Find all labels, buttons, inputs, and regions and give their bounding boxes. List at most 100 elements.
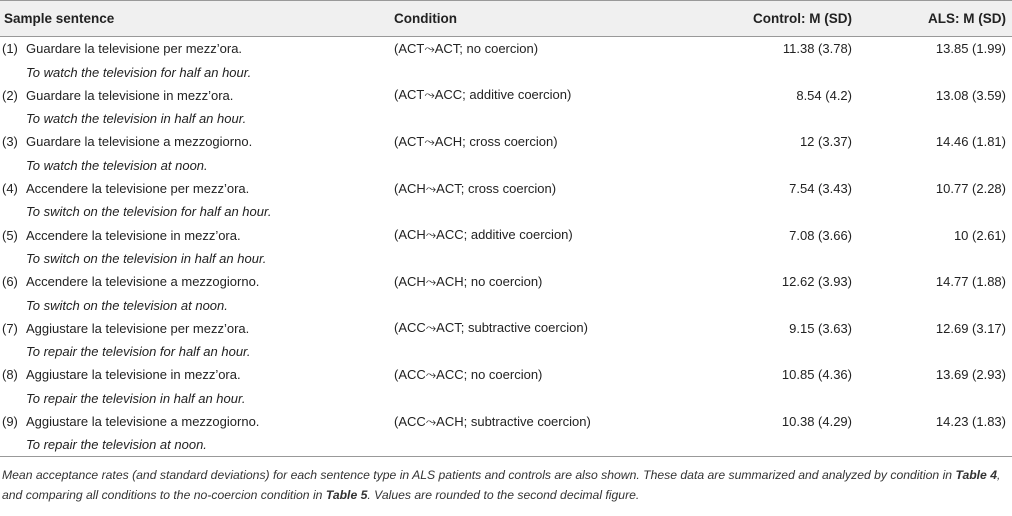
control-value: 7.08 (3.66) xyxy=(789,227,852,243)
sentence-translation: To repair the television for half an hou… xyxy=(26,344,251,360)
condition-cell: (ACC⤳ACH; subtractive coercion) xyxy=(394,413,591,429)
control-value: 9.15 (3.63) xyxy=(789,320,852,336)
table-body: (1) Guardare la televisione per mezz’ora.… xyxy=(0,37,1012,458)
als-value: 12.69 (3.17) xyxy=(935,320,1006,336)
sentence-translation: To repair the television in half an hour… xyxy=(26,390,246,406)
sample-sentence: Aggiustare la televisione per mezz’ora. xyxy=(26,320,250,336)
condition-cell: (ACT⤳ACH; cross coercion) xyxy=(394,133,558,149)
control-value: 11.38 (3.78) xyxy=(782,41,852,57)
row-number: (3) xyxy=(2,134,18,150)
table-row: (1) Guardare la televisione per mezz’ora.… xyxy=(0,37,1012,61)
control-value: 8.54 (4.2) xyxy=(796,87,852,103)
empty-cell xyxy=(394,387,694,410)
results-table: Sample sentence Condition Control: M (SD… xyxy=(0,0,1012,458)
sentence-translation: To switch on the television in half an h… xyxy=(26,250,267,266)
header-sample-sentence: Sample sentence xyxy=(0,0,394,37)
als-value: 10.77 (2.28) xyxy=(935,181,1006,197)
table-header-row: Sample sentence Condition Control: M (SD… xyxy=(0,0,1012,37)
empty-cell xyxy=(694,340,862,363)
condition-cell: (ACC⤳ACT; subtractive coercion) xyxy=(394,320,588,336)
empty-cell xyxy=(394,247,694,270)
empty-cell xyxy=(694,154,862,177)
table-row-translation: To repair the television in half an hour… xyxy=(0,387,1012,410)
empty-cell xyxy=(394,340,694,363)
caption-ref-table-4[interactable]: Table 4 xyxy=(955,468,997,483)
caption-ref-table-5[interactable]: Table 5 xyxy=(325,488,368,503)
sample-sentence: Accendere la televisione in mezz’ora. xyxy=(26,227,241,243)
als-value: 13.85 (1.99) xyxy=(935,41,1006,57)
empty-cell xyxy=(862,433,1012,458)
table-row-translation: To switch on the television at noon. xyxy=(0,294,1012,317)
empty-cell xyxy=(394,107,694,130)
empty-cell xyxy=(694,294,862,317)
sentence-translation: To switch on the television at noon. xyxy=(26,297,228,313)
sample-sentence: Accendere la televisione a mezzogiorno. xyxy=(26,274,260,290)
condition-cell: (ACH⤳ACC; additive coercion) xyxy=(394,227,573,243)
sentence-translation: To watch the television for half an hour… xyxy=(26,64,252,80)
sentence-translation: To watch the television in half an hour. xyxy=(26,111,247,127)
condition-cell: (ACH⤳ACT; cross coercion) xyxy=(394,180,557,196)
control-value: 12.62 (3.93) xyxy=(781,274,852,290)
sample-sentence: Guardare la televisione a mezzogiorno. xyxy=(26,134,253,150)
empty-cell xyxy=(694,61,862,84)
empty-cell xyxy=(394,200,694,223)
condition-cell: (ACT⤳ACT; no coercion) xyxy=(394,40,539,56)
row-number: (8) xyxy=(2,367,18,383)
sentence-translation: To watch the television at noon. xyxy=(26,157,208,173)
sentence-translation: To repair the television at noon. xyxy=(26,433,394,458)
empty-cell xyxy=(862,247,1012,270)
sample-sentence: Aggiustare la televisione in mezz’ora. xyxy=(26,367,241,383)
empty-cell xyxy=(862,294,1012,317)
control-value: 10.85 (4.36) xyxy=(781,367,852,383)
row-number: (1) xyxy=(2,41,18,57)
row-number: (4) xyxy=(2,181,18,197)
empty-cell xyxy=(394,433,694,458)
header-als: ALS: M (SD) xyxy=(862,0,1012,37)
sample-sentence: Guardare la televisione per mezz’ora. xyxy=(26,41,243,57)
table-row-translation: To watch the television in half an hour. xyxy=(0,107,1012,130)
sample-sentence: Accendere la televisione per mezz’ora. xyxy=(26,181,250,197)
empty-cell xyxy=(394,61,694,84)
table-caption: Mean acceptance rates (and standard devi… xyxy=(0,465,1007,505)
empty-cell xyxy=(694,247,862,270)
als-value: 13.69 (2.93) xyxy=(935,367,1006,383)
sample-sentence: Guardare la televisione in mezz’ora. xyxy=(26,87,234,103)
control-value: 10.38 (4.29) xyxy=(781,414,852,430)
row-number: (5) xyxy=(2,227,18,243)
table-row-translation: To watch the television for half an hour… xyxy=(0,61,1012,84)
row-number-spacer xyxy=(0,387,26,410)
row-number: (7) xyxy=(2,320,18,336)
row-number-spacer xyxy=(0,247,26,270)
table-row: (9) Aggiustare la televisione a mezzogior… xyxy=(0,410,1012,434)
condition-cell: (ACC⤳ACC; no coercion) xyxy=(394,366,543,382)
results-table-container: Sample sentence Condition Control: M (SD… xyxy=(0,0,1012,505)
table-row: (4) Accendere la televisione per mezz’ora… xyxy=(0,177,1012,201)
condition-cell: (ACT⤳ACC; additive coercion) xyxy=(394,87,572,103)
control-value: 7.54 (3.43) xyxy=(789,181,852,197)
header-control: Control: M (SD) xyxy=(694,0,862,37)
row-number-spacer xyxy=(0,200,26,223)
control-value: 12 (3.37) xyxy=(799,134,852,150)
row-number-spacer xyxy=(0,340,26,363)
table-row: (6) Accendere la televisione a mezzogiorn… xyxy=(0,270,1012,294)
table-row: (8) Aggiustare la televisione in mezz’ora… xyxy=(0,363,1012,387)
caption-text-2: , and comparing all conditions to the no… xyxy=(2,468,1001,503)
empty-cell xyxy=(694,387,862,410)
empty-cell xyxy=(862,61,1012,84)
empty-cell xyxy=(394,294,694,317)
caption-text-1: Mean acceptance rates (and standard devi… xyxy=(2,468,956,483)
row-number-spacer xyxy=(0,154,26,177)
als-value: 14.46 (1.81) xyxy=(935,134,1006,150)
empty-cell xyxy=(694,433,862,458)
als-value: 14.77 (1.88) xyxy=(935,274,1006,290)
table-row: (7) Aggiustare la televisione per mezz’or… xyxy=(0,317,1012,341)
row-number: (2) xyxy=(2,87,18,103)
sentence-translation: To switch on the television for half an … xyxy=(26,204,272,220)
empty-cell xyxy=(862,340,1012,363)
empty-cell xyxy=(694,107,862,130)
empty-cell xyxy=(394,154,694,177)
row-number: (9) xyxy=(2,414,18,430)
table-row: (3) Guardare la televisione a mezzogiorno… xyxy=(0,130,1012,154)
empty-cell xyxy=(862,107,1012,130)
empty-cell xyxy=(862,200,1012,223)
